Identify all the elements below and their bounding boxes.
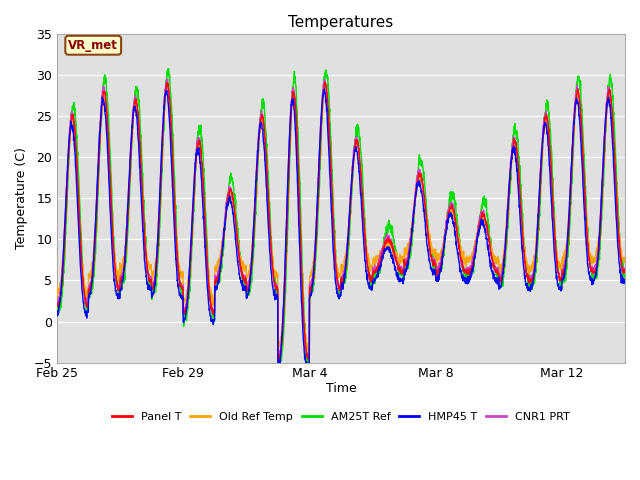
- Text: VR_met: VR_met: [68, 39, 118, 52]
- Title: Temperatures: Temperatures: [289, 15, 394, 30]
- X-axis label: Time: Time: [326, 382, 356, 395]
- Y-axis label: Temperature (C): Temperature (C): [15, 147, 28, 249]
- Legend: Panel T, Old Ref Temp, AM25T Ref, HMP45 T, CNR1 PRT: Panel T, Old Ref Temp, AM25T Ref, HMP45 …: [108, 408, 575, 427]
